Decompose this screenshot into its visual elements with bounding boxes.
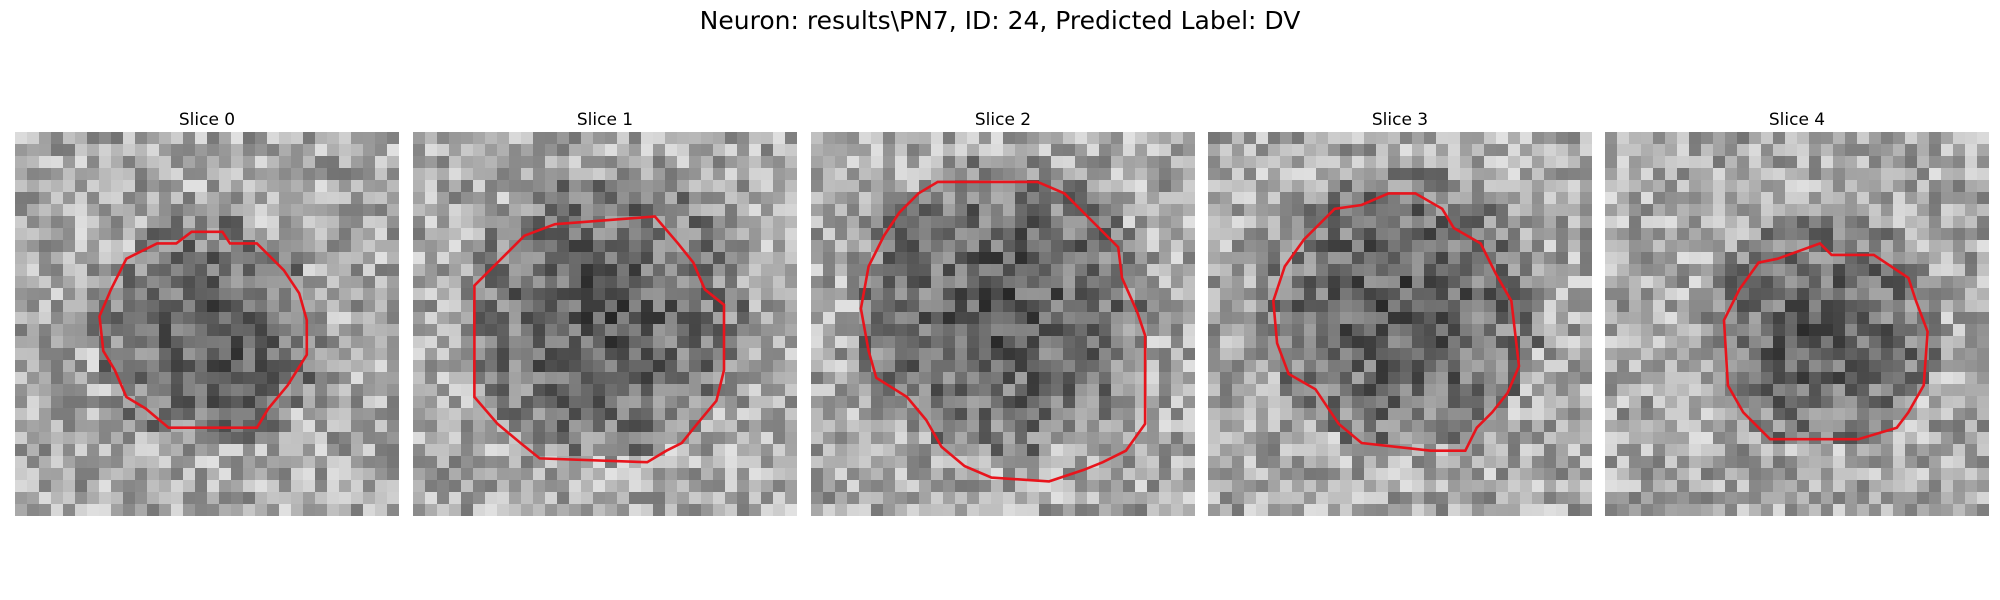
slice-image [413,132,797,516]
slice-panel-3: Slice 3 [1208,108,1592,516]
slice-panel-1: Slice 1 [413,108,797,516]
roi-contour [859,180,1147,483]
roi-contour [1271,192,1521,453]
slice-title: Slice 0 [178,110,236,130]
slice-image [811,132,1195,516]
slice-panel-2: Slice 2 [811,108,1195,516]
slice-title: Slice 4 [1768,110,1826,130]
pixel-grid [15,132,399,516]
roi-contour [1722,241,1929,441]
pixel-grid [413,132,797,516]
slice-panel-0: Slice 0 [15,108,399,516]
slice-image [1208,132,1592,516]
roi-contour [473,215,726,464]
pixel-grid [811,132,1195,516]
slice-image [15,132,399,516]
pixel-grid [1208,132,1592,516]
slice-panel-4: Slice 4 [1605,108,1989,516]
roi-contour [98,230,309,430]
slice-image [1605,132,1989,516]
slice-title: Slice 1 [576,110,634,130]
slice-title: Slice 2 [974,110,1032,130]
figure-title: Neuron: results\PN7, ID: 24, Predicted L… [699,6,1301,35]
pixel-grid [1605,132,1989,516]
slice-title: Slice 3 [1371,110,1429,130]
